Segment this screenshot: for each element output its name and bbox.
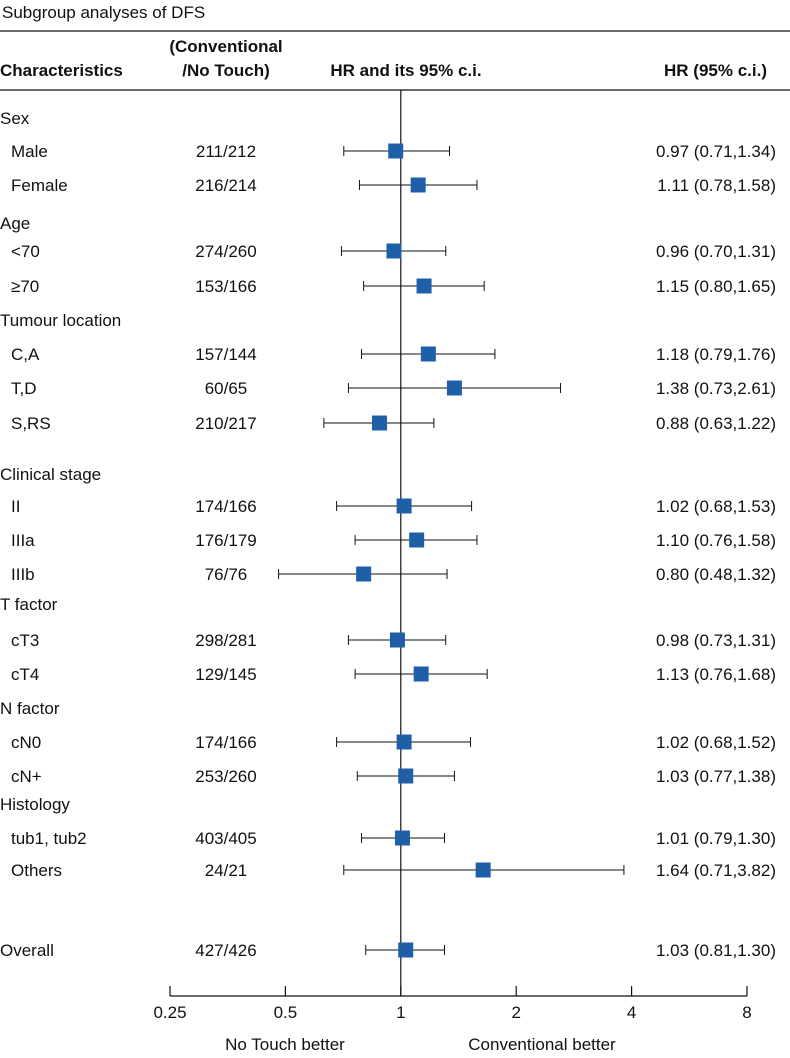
subgroup-label: C,A (11, 345, 40, 364)
header-counts-line2: /No Touch) (182, 61, 270, 80)
counts-value: 24/21 (205, 861, 248, 880)
hr-ci-value: 0.98 (0.73,1.31) (656, 631, 776, 650)
group-label: Age (0, 214, 30, 233)
counts-value: 298/281 (195, 631, 256, 650)
hr-marker (398, 768, 414, 784)
subgroup-label: Female (11, 176, 68, 195)
hr-marker (398, 942, 414, 958)
hr-ci-value: 1.03 (0.77,1.38) (656, 767, 776, 786)
subgroup-label: cT4 (11, 665, 39, 684)
subgroup-label: Others (11, 861, 62, 880)
counts-value: 211/212 (196, 142, 256, 161)
counts-value: 174/166 (195, 497, 256, 516)
plot-layer (278, 90, 625, 996)
hr-marker (396, 498, 412, 514)
hr-marker (410, 177, 426, 193)
subgroup-label: cT3 (11, 631, 39, 650)
subgroup-label: IIIa (11, 531, 35, 550)
group-label: Tumour location (0, 311, 121, 330)
header-plot: HR and its 95% c.i. (330, 61, 481, 80)
group-label: Sex (0, 109, 30, 128)
hr-ci-value: 1.03 (0.81,1.30) (656, 941, 776, 960)
hr-marker (446, 380, 462, 396)
x-axis: 0.25 0.5 1 2 4 8 (153, 986, 752, 1022)
counts-value: 76/76 (205, 565, 248, 584)
hr-marker (372, 415, 388, 431)
hr-ci-value: 1.11 (0.78,1.58) (657, 176, 776, 195)
subgroup-label: ≥70 (11, 277, 39, 296)
hr-marker (413, 666, 429, 682)
subgroup-label: T,D (11, 379, 37, 398)
subgroup-label: cN+ (11, 767, 42, 786)
header-characteristics: Characteristics (0, 61, 123, 80)
x-tick-label: 4 (627, 1003, 636, 1022)
x-tick-label: 2 (511, 1003, 520, 1022)
hr-marker (386, 243, 402, 259)
counts-value: 210/217 (195, 414, 256, 433)
chart-title: Subgroup analyses of DFS (2, 3, 205, 22)
header-hr: HR (95% c.i.) (664, 61, 767, 80)
subgroup-label: II (11, 497, 20, 516)
subgroup-label: Overall (0, 941, 54, 960)
counts-value: 253/260 (195, 767, 256, 786)
group-label: T factor (0, 595, 58, 614)
hr-ci-value: 0.80 (0.48,1.32) (656, 565, 776, 584)
subgroup-label: IIIb (11, 565, 35, 584)
x-footer-left: No Touch better (225, 1035, 345, 1054)
subgroup-label: tub1, tub2 (11, 829, 87, 848)
hr-marker (394, 830, 410, 846)
hr-ci-value: 1.01 (0.79,1.30) (656, 829, 776, 848)
counts-value: 274/260 (195, 242, 256, 261)
hr-marker (356, 566, 372, 582)
hr-marker (409, 532, 425, 548)
hr-ci-value: 1.13 (0.76,1.68) (656, 665, 776, 684)
hr-marker (416, 278, 432, 294)
counts-value: 216/214 (195, 176, 256, 195)
x-footer-right: Conventional better (468, 1035, 616, 1054)
counts-value: 153/166 (195, 277, 256, 296)
counts-value: 174/166 (195, 733, 256, 752)
x-tick-label: 8 (742, 1003, 751, 1022)
hr-ci-value: 1.38 (0.73,2.61) (656, 379, 776, 398)
subgroup-label: <70 (11, 242, 40, 261)
hr-marker (396, 734, 412, 750)
hr-ci-value: 0.97 (0.71,1.34) (656, 142, 776, 161)
counts-value: 129/145 (195, 665, 256, 684)
x-tick-label: 0.5 (274, 1003, 298, 1022)
hr-marker (420, 346, 436, 362)
group-label: N factor (0, 699, 60, 718)
counts-value: 157/144 (195, 345, 256, 364)
counts-value: 427/426 (195, 941, 256, 960)
x-tick-label: 0.25 (153, 1003, 186, 1022)
x-tick-label: 1 (396, 1003, 405, 1022)
hr-ci-value: 0.88 (0.63,1.22) (656, 414, 776, 433)
rows-layer: Sex Male 211/212 0.97 (0.71,1.34) Female 216/… (0, 109, 776, 960)
counts-value: 176/179 (195, 531, 256, 550)
hr-ci-value: 1.10 (0.76,1.58) (656, 531, 776, 550)
header-counts-line1: (Conventional (169, 37, 282, 56)
hr-ci-value: 1.18 (0.79,1.76) (656, 345, 776, 364)
subgroup-label: Male (11, 142, 48, 161)
hr-marker (389, 632, 405, 648)
hr-ci-value: 1.02 (0.68,1.53) (656, 497, 776, 516)
hr-marker (388, 143, 404, 159)
counts-value: 60/65 (205, 379, 248, 398)
hr-ci-value: 1.02 (0.68,1.52) (656, 733, 776, 752)
group-label: Histology (0, 795, 70, 814)
subgroup-label: cN0 (11, 733, 41, 752)
subgroup-label: S,RS (11, 414, 51, 433)
hr-marker (475, 862, 491, 878)
hr-ci-value: 1.64 (0.71,3.82) (656, 861, 776, 880)
hr-ci-value: 1.15 (0.80,1.65) (656, 277, 776, 296)
group-label: Clinical stage (0, 465, 101, 484)
counts-value: 403/405 (195, 829, 256, 848)
hr-ci-value: 0.96 (0.70,1.31) (656, 242, 776, 261)
